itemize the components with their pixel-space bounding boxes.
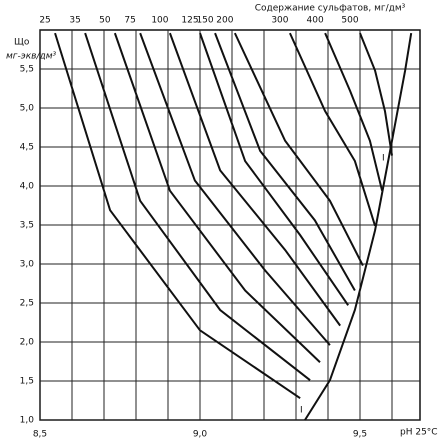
sulfate-curve	[113, 32, 321, 364]
sulfate-curve	[199, 32, 349, 306]
y-tick-label: 5,5	[20, 65, 34, 75]
curve-label: 300	[271, 16, 288, 26]
y-label: Що	[14, 38, 30, 48]
curve-label: 500	[341, 16, 358, 26]
curve-label: 50	[99, 16, 111, 26]
x-label: pH 25°C	[400, 428, 438, 438]
y-tick-label: 3,0	[20, 260, 35, 270]
curve-label: 200	[216, 16, 233, 26]
sulfate-curve	[289, 32, 376, 227]
x-tick-label: 9,5	[353, 430, 367, 440]
y-tick-label: 4,5	[20, 143, 34, 153]
sulfate-curve	[324, 32, 384, 191]
y-tick-label: 2,5	[20, 299, 34, 309]
sulfate-curve	[84, 32, 311, 382]
curve-label: 125	[181, 16, 198, 26]
x-tick-label: 9,0	[193, 430, 208, 440]
y-tick-label: 1,0	[20, 416, 35, 426]
sulfate-curve	[139, 32, 331, 346]
sulfate-curve	[168, 32, 341, 327]
sulfate-curve	[54, 32, 301, 399]
y-tick-label: 3,5	[20, 221, 34, 231]
y-tick-label: 2,0	[20, 338, 35, 348]
curve-label: 400	[307, 16, 324, 26]
sulfate-curve	[359, 32, 393, 156]
y-tick-label: 1,5	[20, 377, 34, 387]
curve-label: 75	[124, 16, 135, 26]
sulfate-curve	[214, 32, 356, 292]
y-tick-label: 4,0	[20, 182, 35, 192]
sulfate-curve	[233, 32, 364, 267]
y-tick-label: 5,0	[20, 104, 35, 114]
x-tick-label: 8,5	[33, 430, 47, 440]
y-unit: мг-экв/дм³	[6, 52, 56, 62]
curve-label: 100	[151, 16, 168, 26]
chart-title: Содержание сульфатов, мг/дм³	[255, 4, 406, 14]
curve-label: 35	[69, 16, 80, 26]
boundary-curve	[304, 32, 413, 421]
annotation: I	[300, 406, 303, 416]
curve-label: 25	[39, 16, 50, 26]
curve-label: 150	[196, 16, 213, 26]
annotation: I	[382, 154, 385, 164]
